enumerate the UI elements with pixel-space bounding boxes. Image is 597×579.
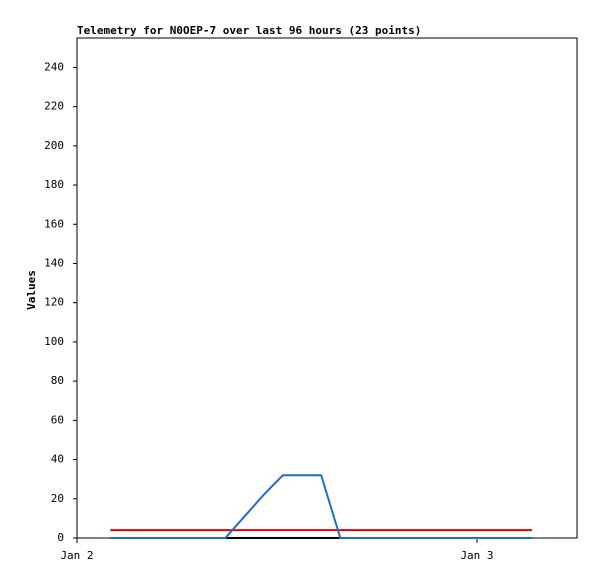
- y-tick-label: 0: [57, 531, 64, 544]
- x-tick-label: Jan 2: [60, 549, 93, 562]
- series-line: [110, 474, 532, 539]
- plot-frame: [76, 37, 578, 539]
- y-tick-label: 120: [44, 296, 64, 309]
- y-tick-label: 160: [44, 217, 64, 230]
- x-tick-label: Jan 3: [460, 549, 493, 562]
- chart-title: Telemetry for N0OEP-7 over last 96 hours…: [77, 24, 421, 37]
- y-tick-label: 40: [51, 453, 64, 466]
- y-tick-label: 100: [44, 335, 64, 348]
- y-tick-label: 200: [44, 139, 64, 152]
- y-tick-label: 20: [51, 492, 64, 505]
- y-tick-label: 80: [51, 374, 64, 387]
- y-tick-label: 220: [44, 100, 64, 113]
- y-axis-label: Values: [25, 270, 38, 310]
- y-tick-label: 60: [51, 413, 64, 426]
- y-tick-label: 140: [44, 256, 64, 269]
- y-tick-label: 240: [44, 60, 64, 73]
- y-tick-label: 180: [44, 178, 64, 191]
